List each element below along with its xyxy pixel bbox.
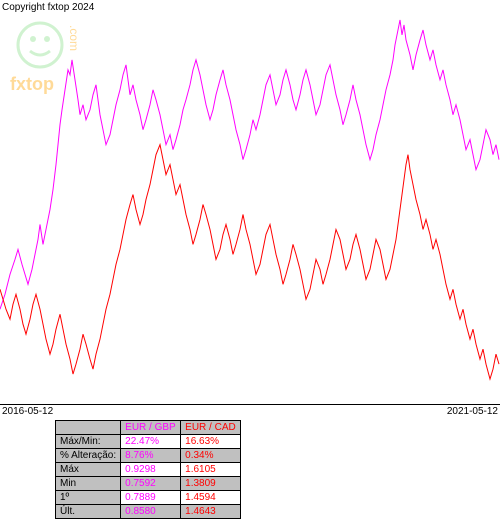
x-axis-start: 2016-05-12	[2, 406, 53, 417]
price-chart	[0, 15, 500, 404]
series1-value: 0.7889	[121, 491, 181, 505]
series2-value: 0.34%	[181, 449, 241, 463]
row-label: Min	[56, 477, 121, 491]
table-row: Últ.0.85801.4643	[56, 505, 241, 519]
blank-header	[56, 421, 121, 435]
table-header-row: EUR / GBP EUR / CAD	[56, 421, 241, 435]
series1-value: 22.47%	[121, 435, 181, 449]
series2-value: 1.3809	[181, 477, 241, 491]
series1-value: 0.8580	[121, 505, 181, 519]
x-axis-end: 2021-05-12	[447, 406, 498, 417]
series2-value: 1.4643	[181, 505, 241, 519]
chart-area	[0, 15, 500, 405]
table-row: Máx0.92981.6105	[56, 463, 241, 477]
stats-table: EUR / GBP EUR / CAD Máx/Min:22.47%16.63%…	[55, 420, 241, 519]
series1-value: 0.7592	[121, 477, 181, 491]
series2-value: 16.63%	[181, 435, 241, 449]
row-label: Últ.	[56, 505, 121, 519]
series2-value: 1.4594	[181, 491, 241, 505]
series1-value: 8.76%	[121, 449, 181, 463]
row-label: Máx/Min:	[56, 435, 121, 449]
copyright-text: Copyright fxtop 2024	[2, 2, 94, 13]
series2-value: 1.6105	[181, 463, 241, 477]
table-row: Máx/Min:22.47%16.63%	[56, 435, 241, 449]
table-row: % Alteração:8.76%0.34%	[56, 449, 241, 463]
row-label: % Alteração:	[56, 449, 121, 463]
row-label: 1º	[56, 491, 121, 505]
row-label: Máx	[56, 463, 121, 477]
series2-header: EUR / CAD	[181, 421, 241, 435]
series1-value: 0.9298	[121, 463, 181, 477]
table-row: Min0.75921.3809	[56, 477, 241, 491]
series1-header: EUR / GBP	[121, 421, 181, 435]
table-row: 1º0.78891.4594	[56, 491, 241, 505]
